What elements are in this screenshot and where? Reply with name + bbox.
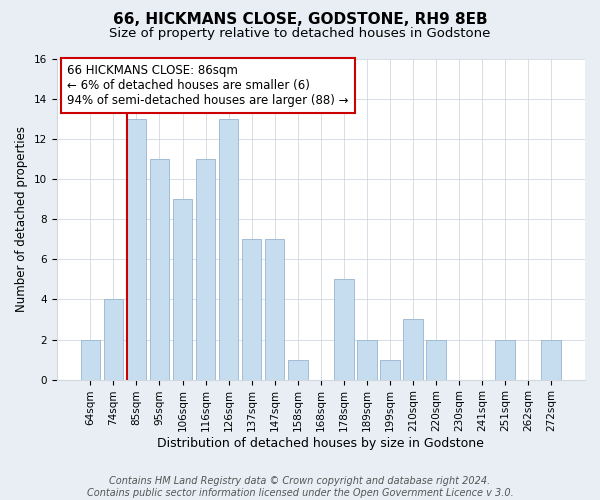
Bar bbox=[541, 340, 561, 380]
Bar bbox=[357, 340, 377, 380]
X-axis label: Distribution of detached houses by size in Godstone: Distribution of detached houses by size … bbox=[157, 437, 484, 450]
Y-axis label: Number of detached properties: Number of detached properties bbox=[15, 126, 28, 312]
Bar bbox=[426, 340, 446, 380]
Bar bbox=[380, 360, 400, 380]
Bar bbox=[288, 360, 308, 380]
Bar bbox=[149, 159, 169, 380]
Text: Contains HM Land Registry data © Crown copyright and database right 2024.
Contai: Contains HM Land Registry data © Crown c… bbox=[86, 476, 514, 498]
Bar bbox=[334, 280, 353, 380]
Bar bbox=[80, 340, 100, 380]
Bar bbox=[196, 159, 215, 380]
Text: 66, HICKMANS CLOSE, GODSTONE, RH9 8EB: 66, HICKMANS CLOSE, GODSTONE, RH9 8EB bbox=[113, 12, 487, 28]
Bar bbox=[104, 300, 123, 380]
Bar bbox=[496, 340, 515, 380]
Bar bbox=[173, 200, 193, 380]
Text: 66 HICKMANS CLOSE: 86sqm
← 6% of detached houses are smaller (6)
94% of semi-det: 66 HICKMANS CLOSE: 86sqm ← 6% of detache… bbox=[67, 64, 349, 107]
Bar bbox=[219, 119, 238, 380]
Bar bbox=[127, 119, 146, 380]
Bar bbox=[403, 320, 423, 380]
Bar bbox=[242, 240, 262, 380]
Text: Size of property relative to detached houses in Godstone: Size of property relative to detached ho… bbox=[109, 28, 491, 40]
Bar bbox=[265, 240, 284, 380]
